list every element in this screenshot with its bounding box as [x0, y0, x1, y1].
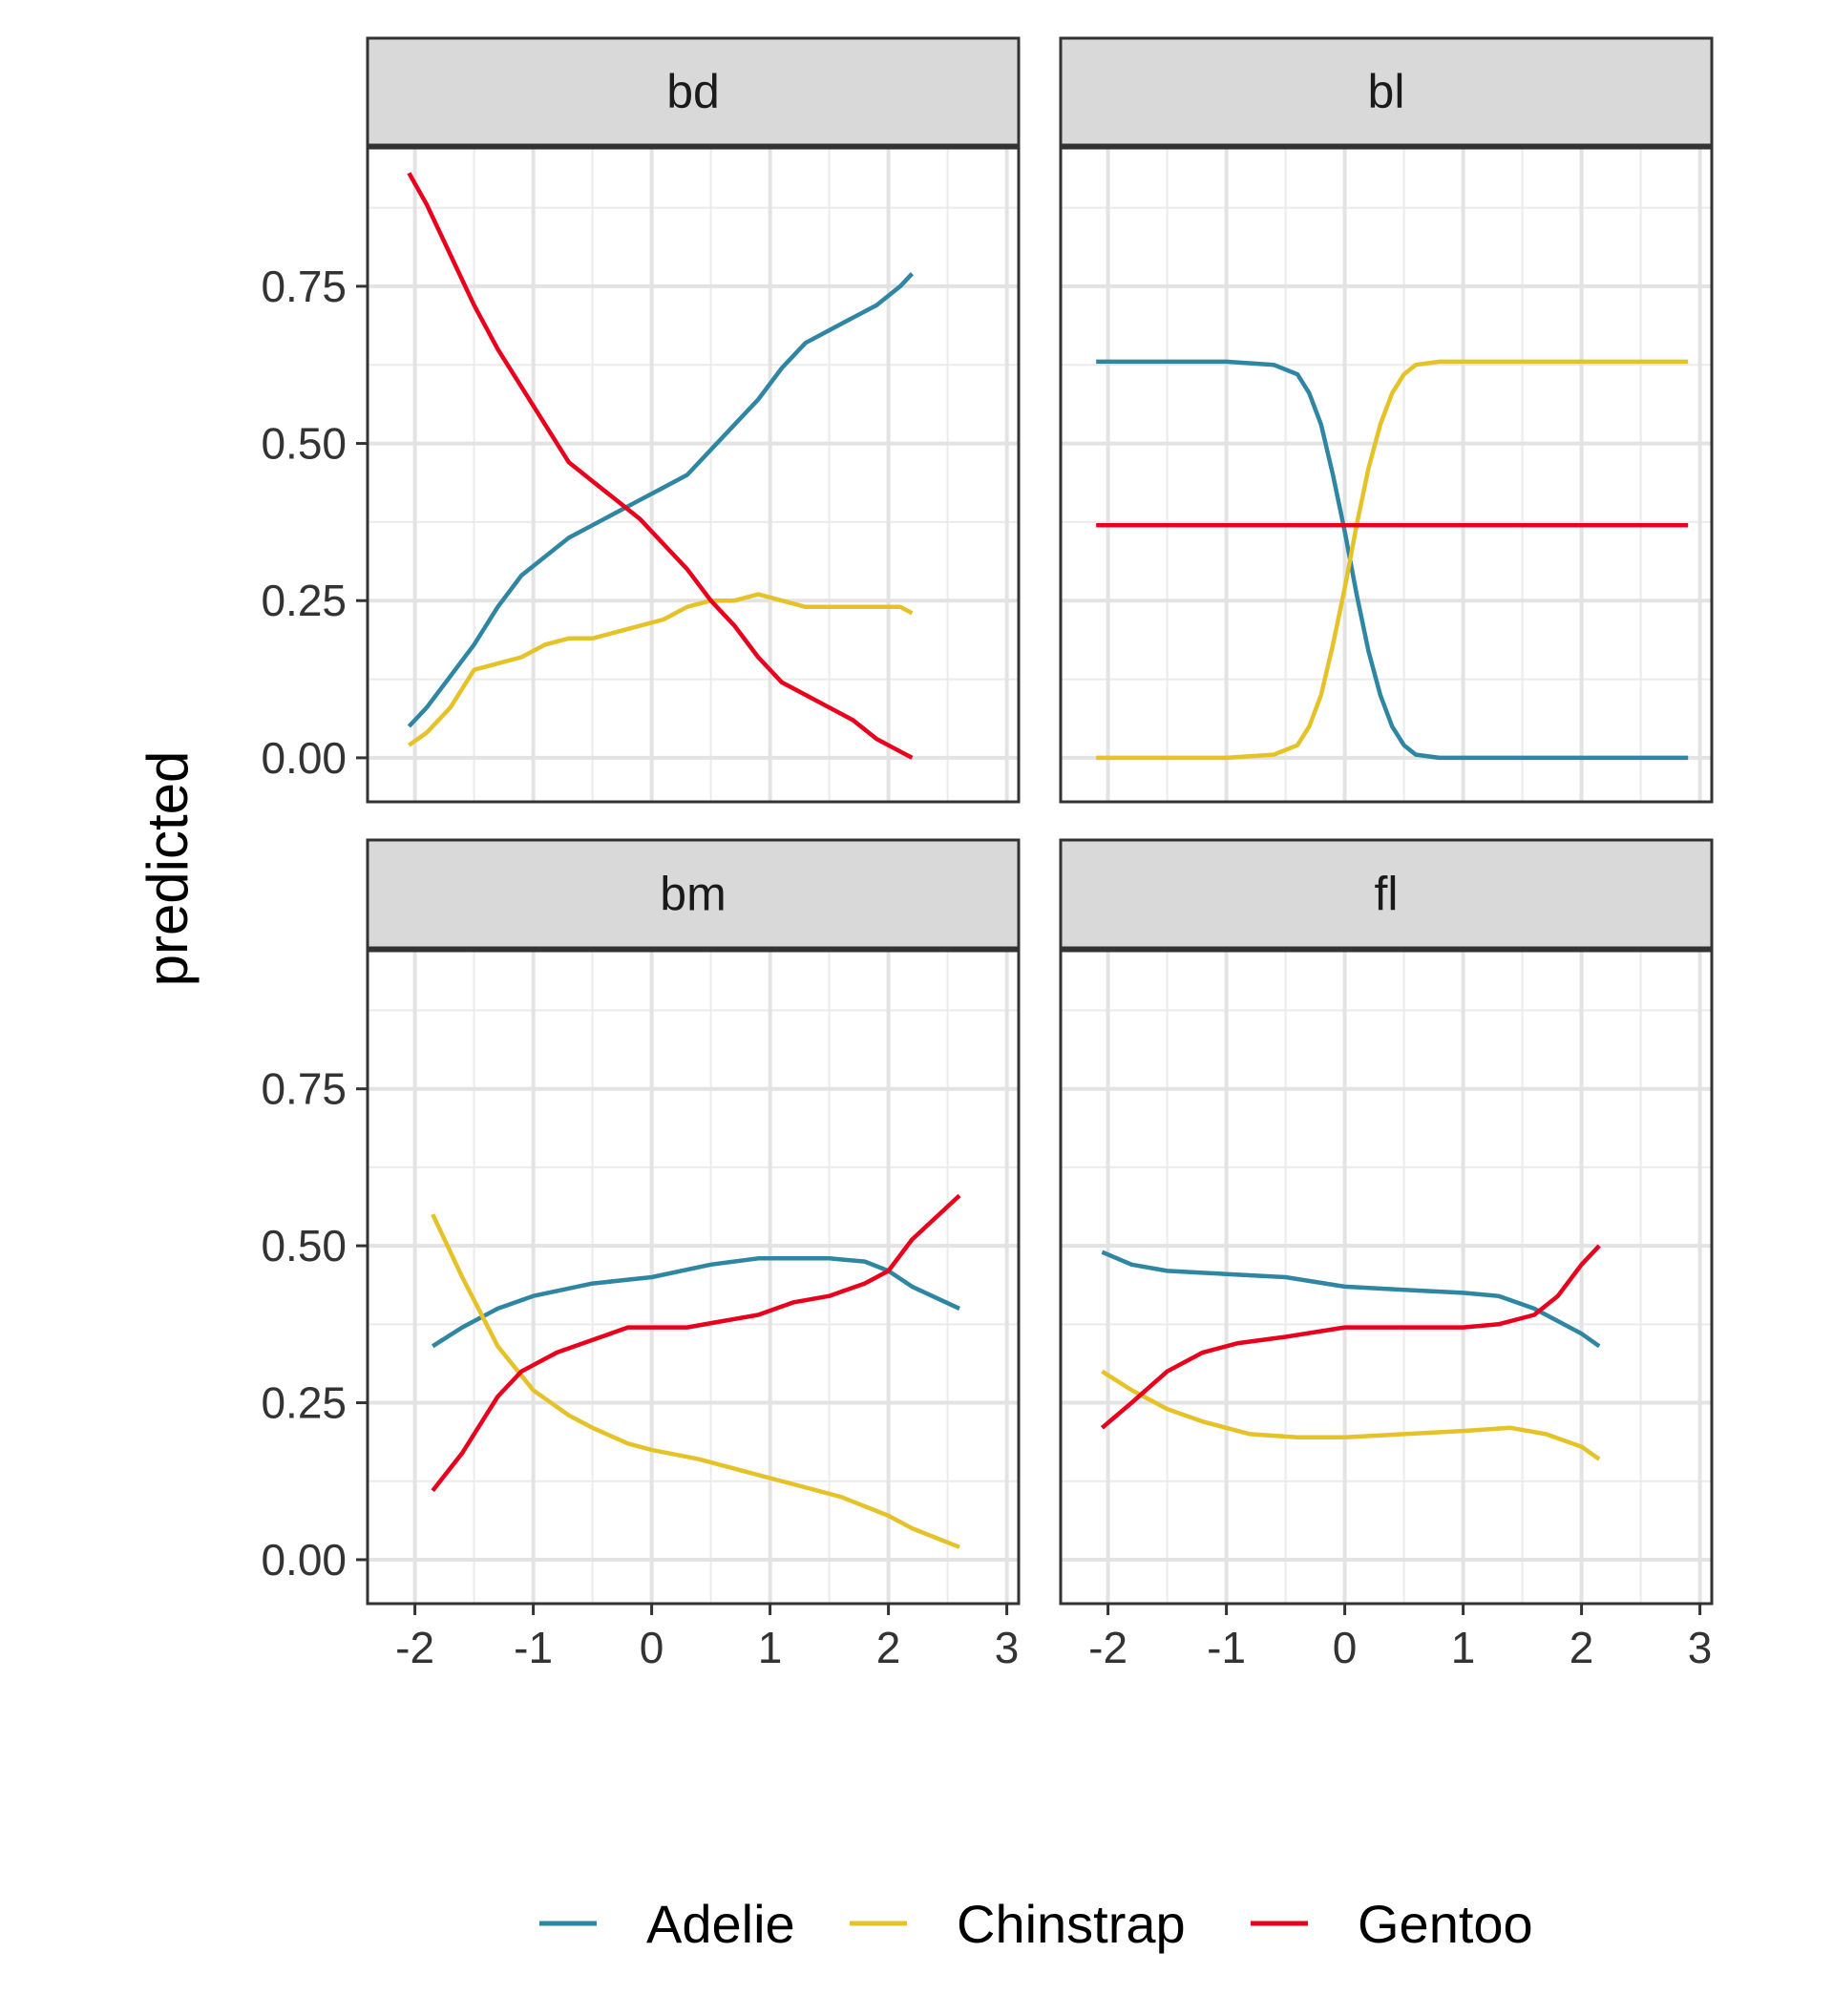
x-tick-label: 3 [995, 1623, 1020, 1672]
series-line-chinstrap [1096, 359, 1689, 761]
legend-label-gentoo: Gentoo [1358, 1894, 1533, 1954]
x-tick-label: -1 [1207, 1623, 1246, 1672]
facet-strip-label: bd [666, 65, 720, 118]
x-tick-label: 1 [758, 1623, 783, 1672]
panel-border [366, 949, 1021, 1606]
panel-border [366, 146, 1021, 804]
facet-panel-bm: bm [366, 838, 1021, 1606]
legend-label-chinstrap: Chinstrap [957, 1894, 1186, 1954]
panel-border [1059, 146, 1714, 804]
x-tick-label: -2 [395, 1623, 434, 1672]
series-line-adelie [1101, 1250, 1601, 1349]
x-tick-label: 0 [1333, 1623, 1358, 1672]
y-tick-label: 0.75 [261, 1064, 347, 1114]
y-tick-label: 0.50 [261, 1221, 347, 1270]
panel-background [368, 148, 1019, 802]
x-tick-label: -1 [514, 1623, 553, 1672]
x-tick-label: 2 [876, 1623, 901, 1672]
series-line-chinstrap [408, 592, 914, 747]
x-tick-label: 3 [1688, 1623, 1713, 1672]
facet-strip-label: bm [660, 868, 726, 921]
y-tick-label: 0.00 [261, 733, 347, 783]
facet-strip-label: bl [1368, 65, 1405, 118]
series-line-chinstrap [1101, 1369, 1601, 1461]
y-tick-label: 0.50 [261, 419, 347, 469]
x-tick-label: 1 [1451, 1623, 1476, 1672]
series-line-gentoo [431, 1193, 961, 1492]
y-tick-label: 0.75 [261, 262, 347, 311]
x-tick-label: -2 [1088, 1623, 1127, 1672]
panel-background [1061, 148, 1712, 802]
series-line-adelie [431, 1256, 960, 1349]
y-axis-title: predicted [136, 751, 200, 987]
facet-panel-bl: bl [1059, 36, 1714, 804]
x-tick-label: 0 [640, 1623, 664, 1672]
panel-background [368, 951, 1019, 1604]
facet-strip [1059, 36, 1714, 147]
x-tick-label: 2 [1570, 1623, 1594, 1672]
facet-strip [366, 838, 1021, 950]
legend-label-adelie: Adelie [646, 1894, 795, 1954]
facet-panel-bd: bd [366, 36, 1021, 804]
facet-strip-label: fl [1375, 868, 1399, 921]
panel-border [1059, 949, 1714, 1606]
facet-strip [366, 36, 1021, 147]
panel-background [1061, 951, 1712, 1604]
y-tick-label: 0.25 [261, 576, 347, 625]
series-line-adelie [407, 272, 915, 728]
y-tick-label: 0.25 [261, 1378, 347, 1428]
legend: Adelie Chinstrap Gentoo [539, 1894, 1533, 1954]
facet-panel-fl: fl [1059, 838, 1714, 1606]
facet-strip [1059, 838, 1714, 950]
y-tick-label: 0.00 [261, 1535, 347, 1585]
series-line-gentoo [407, 172, 914, 760]
series-line-chinstrap [431, 1213, 960, 1549]
series-line-gentoo [1100, 1244, 1601, 1430]
